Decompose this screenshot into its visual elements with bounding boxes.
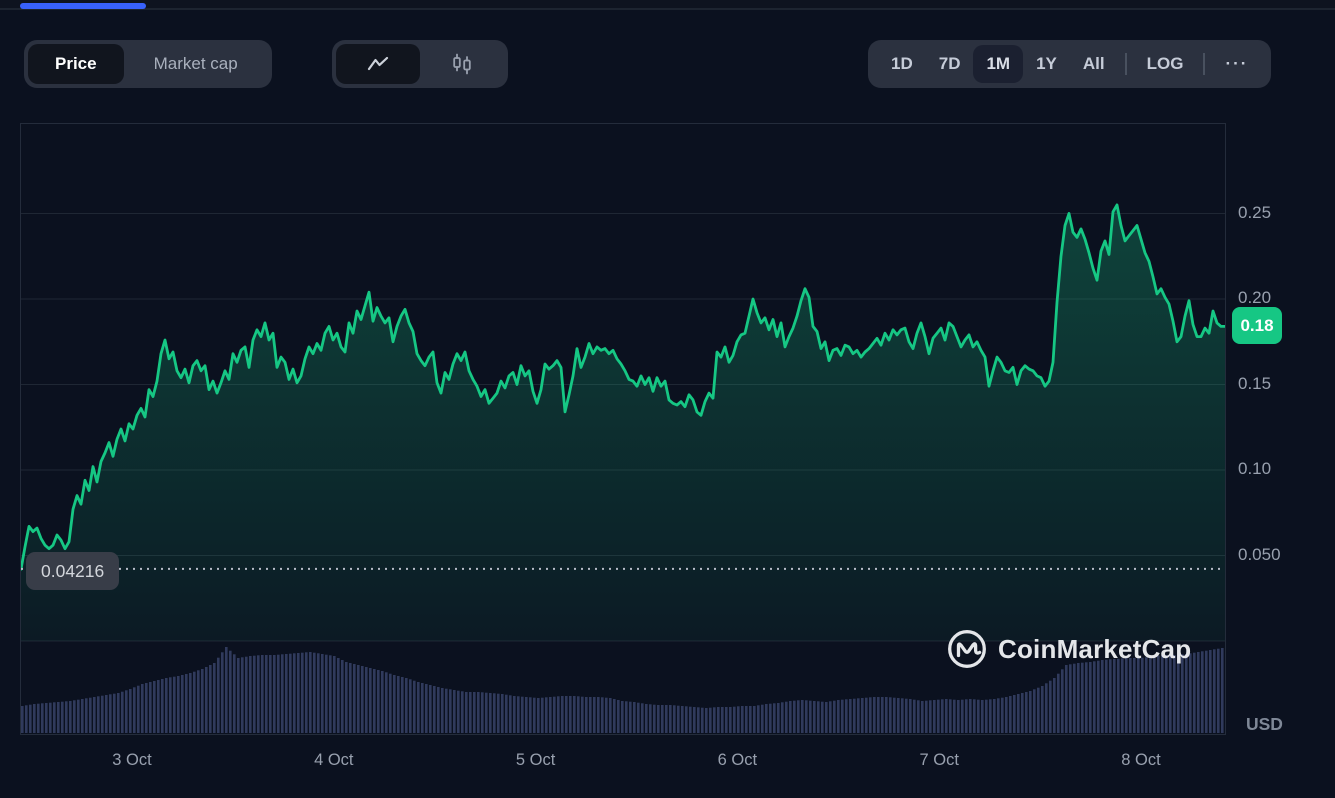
divider	[1124, 53, 1127, 75]
log-scale-button[interactable]: LOG	[1134, 45, 1197, 83]
more-options-button[interactable]: ···	[1212, 45, 1261, 83]
range-selector: 1D 7D 1M 1Y All LOG ···	[868, 40, 1272, 88]
x-axis-tick: 4 Oct	[314, 751, 354, 769]
watermark: CoinMarketCap	[946, 628, 1191, 670]
range-1y-button[interactable]: 1Y	[1023, 45, 1070, 83]
chart-type-toggle	[332, 40, 508, 88]
price-line-chart[interactable]	[21, 124, 1225, 734]
line-chart-icon	[367, 56, 389, 71]
y-axis-tick: 0.15	[1238, 373, 1272, 393]
metric-toggle: Price Market cap	[24, 40, 272, 88]
coinmarketcap-logo-icon	[948, 630, 986, 668]
line-chart-button[interactable]	[336, 44, 420, 84]
y-axis-tick: 0.25	[1238, 202, 1272, 222]
price-tab[interactable]: Price	[28, 44, 124, 84]
divider	[1203, 53, 1206, 75]
market-cap-tab[interactable]: Market cap	[124, 44, 268, 84]
low-price-label: 0.04216	[26, 552, 120, 590]
y-axis-tick: 0.20	[1238, 288, 1272, 307]
range-7d-button[interactable]: 7D	[926, 45, 974, 83]
x-axis-tick: 6 Oct	[717, 751, 758, 769]
x-axis-tick: 3 Oct	[112, 751, 152, 769]
range-1m-button[interactable]: 1M	[973, 45, 1024, 83]
y-axis-tick: 0.050	[1238, 544, 1281, 564]
unit-label: USD	[1246, 714, 1283, 734]
x-axis-tick: 5 Oct	[515, 751, 556, 769]
active-tab-indicator	[20, 3, 146, 9]
chart-area[interactable]: 0.04216 CoinMarketCap	[20, 123, 1226, 735]
candlestick-button[interactable]	[420, 44, 504, 84]
x-axis-tick: 8 Oct	[1121, 751, 1161, 769]
watermark-text: CoinMarketCap	[998, 633, 1192, 664]
candlestick-icon	[453, 53, 471, 75]
range-all-button[interactable]: All	[1070, 45, 1118, 83]
range-1d-button[interactable]: 1D	[878, 45, 926, 83]
x-axis-tick: 7 Oct	[919, 751, 959, 769]
y-axis-tick: 0.10	[1238, 459, 1272, 478]
current-price-badge: 0.18	[1232, 307, 1282, 344]
tab-strip	[0, 0, 1335, 10]
